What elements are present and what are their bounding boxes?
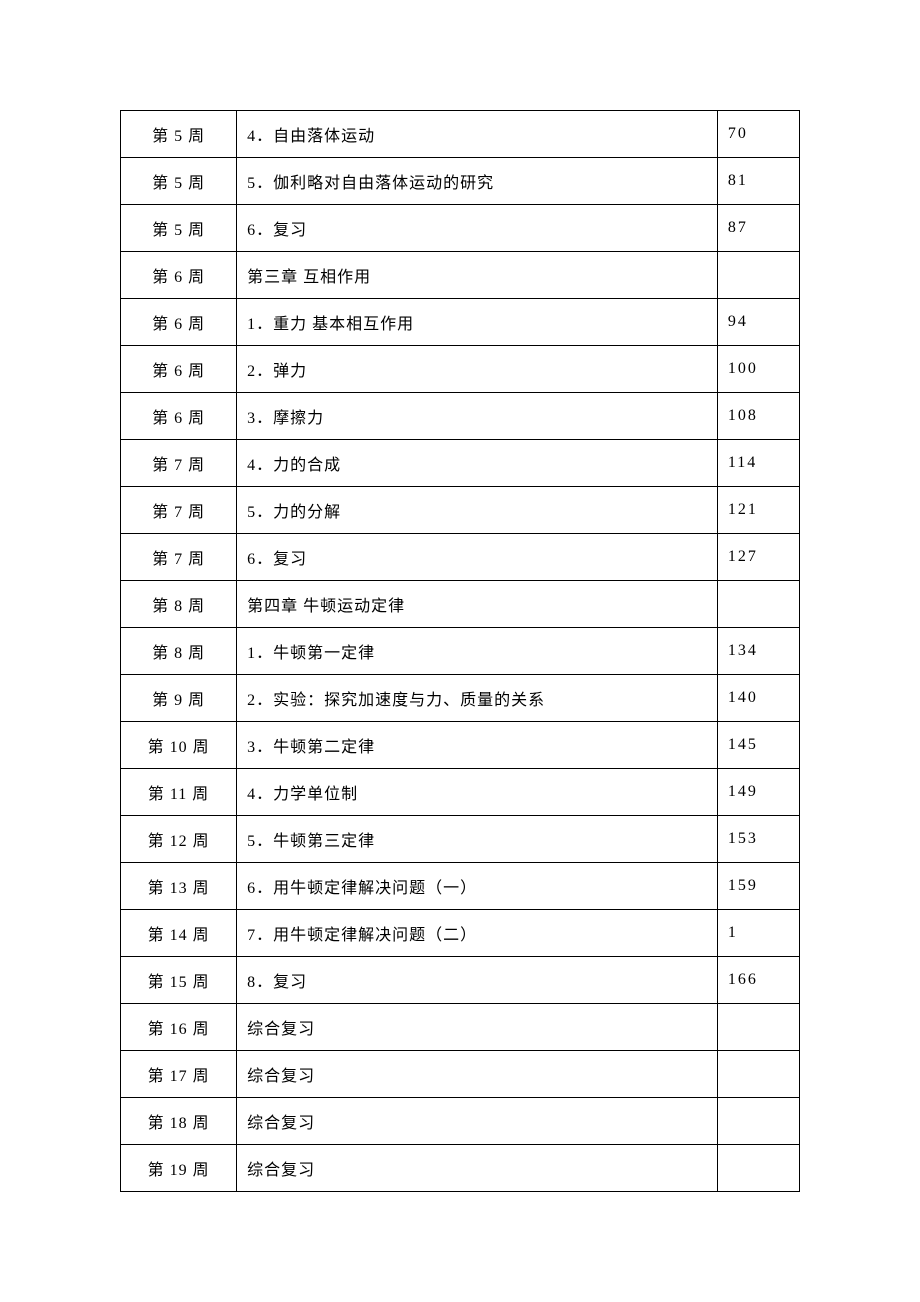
table-row: 第 15 周8．复习166 bbox=[121, 957, 800, 1004]
table-row: 第 10 周3．牛顿第二定律145 bbox=[121, 722, 800, 769]
table-row: 第 11 周4．力学单位制149 bbox=[121, 769, 800, 816]
content-cell: 6．用牛顿定律解决问题（一） bbox=[237, 863, 718, 910]
content-cell: 3．摩擦力 bbox=[237, 393, 718, 440]
content-cell: 5．伽利略对自由落体运动的研究 bbox=[237, 158, 718, 205]
page-cell: 166 bbox=[717, 957, 799, 1004]
table-row: 第 5 周4．自由落体运动70 bbox=[121, 111, 800, 158]
week-cell: 第 10 周 bbox=[121, 722, 237, 769]
schedule-table-body: 第 5 周4．自由落体运动70第 5 周5．伽利略对自由落体运动的研究81第 5… bbox=[121, 111, 800, 1192]
content-cell: 6．复习 bbox=[237, 205, 718, 252]
content-cell: 第四章 牛顿运动定律 bbox=[237, 581, 718, 628]
table-row: 第 8 周第四章 牛顿运动定律 bbox=[121, 581, 800, 628]
page-cell bbox=[717, 1051, 799, 1098]
week-cell: 第 11 周 bbox=[121, 769, 237, 816]
schedule-table: 第 5 周4．自由落体运动70第 5 周5．伽利略对自由落体运动的研究81第 5… bbox=[120, 110, 800, 1192]
content-cell: 1．重力 基本相互作用 bbox=[237, 299, 718, 346]
table-row: 第 13 周6．用牛顿定律解决问题（一）159 bbox=[121, 863, 800, 910]
content-cell: 综合复习 bbox=[237, 1145, 718, 1192]
content-cell: 4．自由落体运动 bbox=[237, 111, 718, 158]
page-cell: 149 bbox=[717, 769, 799, 816]
page-cell: 121 bbox=[717, 487, 799, 534]
page-cell: 108 bbox=[717, 393, 799, 440]
page-cell: 81 bbox=[717, 158, 799, 205]
table-row: 第 17 周综合复习 bbox=[121, 1051, 800, 1098]
page-cell: 1 bbox=[717, 910, 799, 957]
content-cell: 8．复习 bbox=[237, 957, 718, 1004]
page-cell: 87 bbox=[717, 205, 799, 252]
page-cell: 159 bbox=[717, 863, 799, 910]
week-cell: 第 6 周 bbox=[121, 346, 237, 393]
table-row: 第 6 周1．重力 基本相互作用94 bbox=[121, 299, 800, 346]
week-cell: 第 18 周 bbox=[121, 1098, 237, 1145]
table-row: 第 16 周综合复习 bbox=[121, 1004, 800, 1051]
content-cell: 2．实验：探究加速度与力、质量的关系 bbox=[237, 675, 718, 722]
week-cell: 第 6 周 bbox=[121, 299, 237, 346]
table-row: 第 5 周5．伽利略对自由落体运动的研究81 bbox=[121, 158, 800, 205]
week-cell: 第 14 周 bbox=[121, 910, 237, 957]
page-cell: 94 bbox=[717, 299, 799, 346]
week-cell: 第 5 周 bbox=[121, 205, 237, 252]
content-cell: 综合复习 bbox=[237, 1004, 718, 1051]
table-row: 第 6 周2．弹力100 bbox=[121, 346, 800, 393]
week-cell: 第 5 周 bbox=[121, 158, 237, 205]
page-cell bbox=[717, 581, 799, 628]
page-cell bbox=[717, 1145, 799, 1192]
week-cell: 第 15 周 bbox=[121, 957, 237, 1004]
content-cell: 6．复习 bbox=[237, 534, 718, 581]
table-row: 第 6 周3．摩擦力108 bbox=[121, 393, 800, 440]
content-cell: 4．力的合成 bbox=[237, 440, 718, 487]
page-cell: 100 bbox=[717, 346, 799, 393]
table-row: 第 6 周第三章 互相作用 bbox=[121, 252, 800, 299]
table-row: 第 5 周6．复习87 bbox=[121, 205, 800, 252]
content-cell: 3．牛顿第二定律 bbox=[237, 722, 718, 769]
table-row: 第 9 周2．实验：探究加速度与力、质量的关系140 bbox=[121, 675, 800, 722]
table-row: 第 7 周5．力的分解121 bbox=[121, 487, 800, 534]
content-cell: 2．弹力 bbox=[237, 346, 718, 393]
page-cell: 127 bbox=[717, 534, 799, 581]
week-cell: 第 7 周 bbox=[121, 440, 237, 487]
week-cell: 第 16 周 bbox=[121, 1004, 237, 1051]
page-cell: 114 bbox=[717, 440, 799, 487]
content-cell: 第三章 互相作用 bbox=[237, 252, 718, 299]
content-cell: 5．力的分解 bbox=[237, 487, 718, 534]
week-cell: 第 9 周 bbox=[121, 675, 237, 722]
page-cell: 140 bbox=[717, 675, 799, 722]
table-row: 第 18 周综合复习 bbox=[121, 1098, 800, 1145]
week-cell: 第 8 周 bbox=[121, 628, 237, 675]
table-row: 第 8 周1．牛顿第一定律134 bbox=[121, 628, 800, 675]
week-cell: 第 6 周 bbox=[121, 252, 237, 299]
content-cell: 综合复习 bbox=[237, 1051, 718, 1098]
table-row: 第 14 周7．用牛顿定律解决问题（二）1 bbox=[121, 910, 800, 957]
table-row: 第 19 周综合复习 bbox=[121, 1145, 800, 1192]
table-row: 第 12 周5．牛顿第三定律153 bbox=[121, 816, 800, 863]
page-cell: 70 bbox=[717, 111, 799, 158]
week-cell: 第 19 周 bbox=[121, 1145, 237, 1192]
content-cell: 5．牛顿第三定律 bbox=[237, 816, 718, 863]
content-cell: 4．力学单位制 bbox=[237, 769, 718, 816]
content-cell: 1．牛顿第一定律 bbox=[237, 628, 718, 675]
week-cell: 第 17 周 bbox=[121, 1051, 237, 1098]
page-cell: 145 bbox=[717, 722, 799, 769]
content-cell: 综合复习 bbox=[237, 1098, 718, 1145]
content-cell: 7．用牛顿定律解决问题（二） bbox=[237, 910, 718, 957]
week-cell: 第 7 周 bbox=[121, 487, 237, 534]
page-cell: 134 bbox=[717, 628, 799, 675]
week-cell: 第 13 周 bbox=[121, 863, 237, 910]
week-cell: 第 6 周 bbox=[121, 393, 237, 440]
table-row: 第 7 周4．力的合成114 bbox=[121, 440, 800, 487]
page-cell: 153 bbox=[717, 816, 799, 863]
page-cell bbox=[717, 1098, 799, 1145]
week-cell: 第 12 周 bbox=[121, 816, 237, 863]
week-cell: 第 5 周 bbox=[121, 111, 237, 158]
week-cell: 第 7 周 bbox=[121, 534, 237, 581]
page-cell bbox=[717, 252, 799, 299]
table-row: 第 7 周6．复习127 bbox=[121, 534, 800, 581]
week-cell: 第 8 周 bbox=[121, 581, 237, 628]
page-cell bbox=[717, 1004, 799, 1051]
